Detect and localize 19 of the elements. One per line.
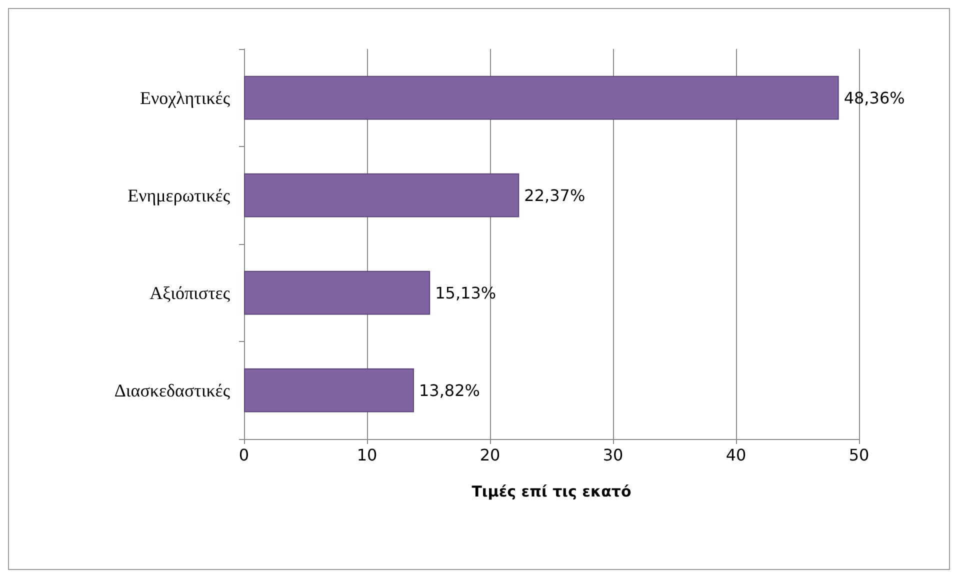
y-tick-label: Διασκεδαστικές xyxy=(114,380,230,400)
bar xyxy=(244,270,430,315)
y-tick-label: Ενοχλητικές xyxy=(140,88,230,108)
data-label: 48,36% xyxy=(844,88,905,108)
y-tick-label: Αξιόπιστες xyxy=(150,282,230,303)
x-tick-label: 20 xyxy=(480,446,500,464)
bar xyxy=(244,173,520,218)
x-tick-label: 0 xyxy=(238,446,250,464)
data-label: 15,13% xyxy=(435,283,496,302)
data-label: 22,37% xyxy=(524,186,586,205)
bar xyxy=(244,76,839,120)
x-tick-label: 10 xyxy=(356,446,378,464)
x-tick-label: 50 xyxy=(848,446,870,464)
x-tick-label: 40 xyxy=(726,446,746,464)
x-tick-label: 30 xyxy=(602,446,624,464)
bar xyxy=(244,368,414,412)
y-tick-label: Ενημερωτικές xyxy=(128,185,230,206)
x-axis-title: Τιμές επί τις εκατό xyxy=(472,482,632,500)
data-label: 13,82% xyxy=(418,380,480,400)
